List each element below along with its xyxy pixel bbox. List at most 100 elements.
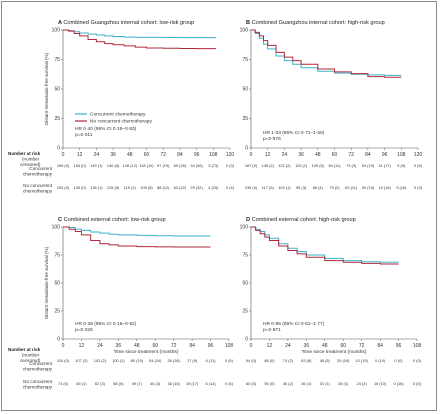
- risk-no-concurrent-cell: 135 (0): [245, 185, 258, 190]
- x-tick-label: 12: [265, 152, 271, 158]
- risk-no-concurrent-cell: 62 (3): [95, 381, 106, 386]
- risk-concurrent-cell: 110 (0): [57, 358, 70, 363]
- risk-no-concurrent-cell: 95 (3): [296, 185, 307, 190]
- p-value: p=0·871: [263, 327, 281, 333]
- y-tick-label: 0: [57, 337, 60, 343]
- series-concurrent-line: [63, 226, 211, 237]
- hazard-ratio: HR 0·38 (95% CI 0·16–0·92): [75, 321, 137, 327]
- risk-no-concurrent-cell: 19 (17): [186, 381, 199, 386]
- risk-header: Number at risk: [8, 151, 41, 156]
- panel-c: C Combined external cohort: low-risk gro…: [44, 217, 234, 386]
- risk-no-concurrent-cell: 85 (4): [313, 185, 324, 190]
- panel-title: C Combined external cohort: low-risk gro…: [58, 217, 166, 223]
- risk-concurrent-cell: 128 (12): [123, 163, 138, 168]
- risk-concurrent-cell: 145 (2): [262, 163, 275, 168]
- risk-no-concurrent-cell: 73 (0): [58, 381, 69, 386]
- y-tick-label: 75: [242, 57, 248, 63]
- risk-row-concurrent-label: chemotherapy: [23, 172, 53, 177]
- series-no-concurrent-line: [251, 226, 399, 265]
- risk-concurrent-cell: 63 (6): [301, 358, 312, 363]
- risk-concurrent-cell: 97 (19): [157, 163, 170, 168]
- x-tick-label: 96: [396, 343, 402, 349]
- risk-no-concurrent-cell: 88 (12): [157, 185, 170, 190]
- risk-concurrent-cell: 159 (0): [57, 163, 70, 168]
- y-tick-label: 50: [242, 87, 248, 93]
- x-tick-label: 48: [127, 152, 133, 158]
- risk-no-concurrent-cell: 60 (0): [246, 381, 257, 386]
- risk-concurrent-cell: 154 (0): [74, 163, 87, 168]
- risk-no-concurrent-cell: 29 (32): [190, 185, 203, 190]
- risk-no-concurrent-cell: 0 (6): [225, 381, 234, 386]
- risk-concurrent-cell: 0 (3): [226, 163, 235, 168]
- risk-table-labels-top: Number at risk(numbercensored)Concurrent…: [8, 151, 53, 194]
- panel-title-text: Combined Guangzhou internal cohort: high…: [252, 20, 385, 26]
- series-no-concurrent-line: [251, 29, 402, 78]
- risk-no-concurrent-cell: 75 (2): [329, 185, 340, 190]
- risk-no-concurrent-cell: 36 (1): [301, 381, 312, 386]
- risk-concurrent-cell: 69 (26): [174, 163, 187, 168]
- panel-title-text: Combined external cohort: high-risk grou…: [252, 217, 356, 223]
- x-tick-label: 60: [340, 343, 346, 349]
- risk-no-concurrent-cell: 19 (18): [378, 185, 391, 190]
- risk-concurrent-cell: 3 (73): [208, 163, 219, 168]
- risk-concurrent-cell: 84 (11): [328, 163, 341, 168]
- risk-concurrent-cell: 0 (0): [413, 358, 422, 363]
- risk-no-concurrent-cell: 136 (1): [90, 185, 103, 190]
- risk-concurrent-cell: 10 (19): [356, 358, 369, 363]
- panel-title: A Combined Guangzhou internal cohort: lo…: [58, 20, 194, 26]
- risk-no-concurrent-cell: 16 (10): [374, 381, 387, 386]
- x-tick-label: 84: [177, 152, 183, 158]
- risk-no-concurrent-cell: 46 (2): [283, 381, 294, 386]
- x-tick-label: 96: [194, 152, 200, 158]
- risk-row-no-concurrent-label: chemotherapy: [23, 189, 53, 194]
- x-tick-label: 36: [116, 343, 122, 349]
- y-tick-label: 75: [54, 253, 60, 259]
- p-value: p=0·011: [75, 132, 93, 138]
- risk-row-no-concurrent-label: chemotherapy: [23, 385, 53, 390]
- risk-no-concurrent-cell: 117 (0): [262, 185, 275, 190]
- risk-no-concurrent-cell: 65 (1): [76, 381, 87, 386]
- panel-letter: D: [246, 217, 252, 223]
- panel-title: B Combined Guangzhou internal cohort: hi…: [246, 20, 385, 26]
- risk-concurrent-cell: 0 (6): [225, 358, 234, 363]
- y-tick-label: 0: [245, 146, 248, 152]
- x-tick-label: 24: [97, 343, 103, 349]
- risk-concurrent-cell: 73 (9): [346, 163, 357, 168]
- risk-concurrent-cell: 100 (5): [312, 163, 325, 168]
- x-tick-label: 108: [209, 152, 218, 158]
- risk-no-concurrent-cell: 55 (0): [264, 381, 275, 386]
- risk-concurrent-cell: 149 (1): [90, 163, 103, 168]
- risk-concurrent-cell: 6 (11): [206, 358, 217, 363]
- risk-no-concurrent-cell: 0 (16): [393, 381, 404, 386]
- x-tick-label: 36: [110, 152, 116, 158]
- risk-concurrent-cell: 17 (9): [187, 358, 198, 363]
- risk-concurrent-cell: 80 (19): [131, 358, 144, 363]
- risk-concurrent-cell: 102 (2): [94, 358, 107, 363]
- risk-concurrent-cell: 94 (0): [246, 358, 257, 363]
- risk-row-no-concurrent-label: No concurrent: [23, 379, 53, 384]
- risk-no-concurrent-cell: 49 (7): [132, 381, 143, 386]
- x-tick-label: 96: [382, 152, 388, 158]
- risk-no-concurrent-cell: 125 (5): [107, 185, 120, 190]
- risk-concurrent-cell: 5 (9): [397, 163, 406, 168]
- legend-no-concurrent-label: No concurrent chemotherapy: [90, 119, 152, 125]
- risk-row-concurrent-label: Concurrent: [29, 361, 52, 366]
- series-concurrent-line: [251, 29, 402, 76]
- risk-table-labels-bottom: Number at risk(numbercensored)Concurrent…: [8, 347, 53, 390]
- y-tick-label: 0: [245, 337, 248, 343]
- risk-no-concurrent-cell: 24 (3): [357, 381, 368, 386]
- x-tick-label: 60: [332, 152, 338, 158]
- risk-concurrent-cell: 118 (10): [139, 163, 154, 168]
- risk-no-concurrent-cell: 3 (16): [396, 185, 407, 190]
- x-tick-label: 0: [62, 152, 65, 158]
- risk-no-concurrent-cell: 153 (0): [57, 185, 70, 190]
- x-tick-label: 60: [152, 343, 158, 349]
- panel-title: D Combined external cohort: high-risk gr…: [246, 217, 356, 223]
- risk-header-sub: censored): [20, 358, 41, 363]
- risk-header-sub: (number: [22, 157, 40, 162]
- series-concurrent-line: [63, 29, 217, 39]
- y-tick-label: 25: [242, 116, 248, 122]
- p-value: p=0·876: [263, 136, 281, 142]
